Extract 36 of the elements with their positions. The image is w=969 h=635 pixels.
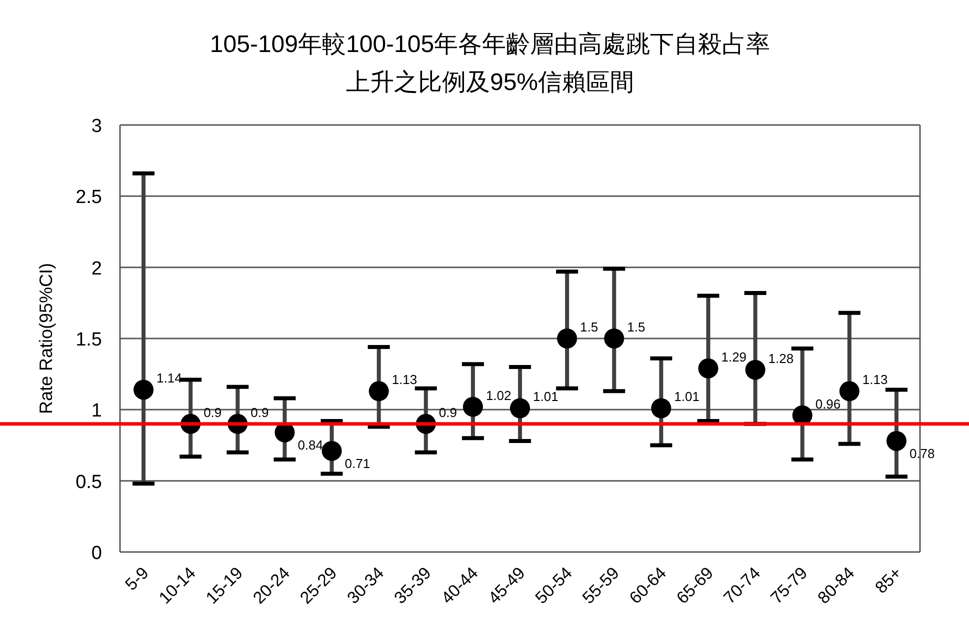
data-label: 1.14 bbox=[156, 370, 182, 386]
y-tick-label: 2 bbox=[91, 258, 102, 280]
point bbox=[462, 396, 483, 417]
data-label: 0.71 bbox=[344, 456, 370, 471]
data-label: 1.28 bbox=[768, 350, 794, 366]
y-tick-label: 1.5 bbox=[76, 330, 102, 350]
point bbox=[604, 328, 624, 348]
y-tick-label: 3 bbox=[91, 116, 102, 137]
point bbox=[745, 360, 766, 380]
data-label: 1.29 bbox=[721, 349, 747, 364]
point bbox=[557, 328, 578, 348]
data-label: 1.13 bbox=[862, 372, 888, 388]
point bbox=[886, 430, 906, 451]
point bbox=[134, 380, 154, 400]
y-axis-title: Rate Ratio(95%CI) bbox=[36, 262, 56, 414]
point bbox=[839, 381, 860, 402]
point bbox=[322, 440, 342, 461]
data-label: 1.5 bbox=[580, 320, 598, 334]
y-tick-label: 1 bbox=[91, 400, 102, 422]
data-label: 1.01 bbox=[674, 389, 700, 404]
point bbox=[510, 398, 530, 418]
data-label: 0.84 bbox=[298, 437, 324, 452]
data-label: 1.5 bbox=[627, 320, 646, 334]
data-label: 1.13 bbox=[392, 372, 418, 388]
chart-title: 105-109年較100-105年各年齡層由高處跳下自殺占率上升之比例及95%信賴區間 bbox=[210, 31, 770, 96]
y-tick-label: 2.5 bbox=[76, 187, 102, 208]
data-label: 1.02 bbox=[486, 388, 512, 403]
x-tick-label: 5-9 bbox=[122, 563, 152, 594]
data-label: 1.01 bbox=[533, 389, 558, 404]
x-tick-label: 85+ bbox=[871, 563, 906, 598]
data-label: 0.96 bbox=[815, 396, 841, 412]
point bbox=[368, 381, 389, 402]
y-tick-label: 0 bbox=[91, 543, 102, 564]
point bbox=[651, 398, 672, 418]
point bbox=[698, 358, 718, 378]
y-tick-label: 0.5 bbox=[76, 472, 102, 493]
